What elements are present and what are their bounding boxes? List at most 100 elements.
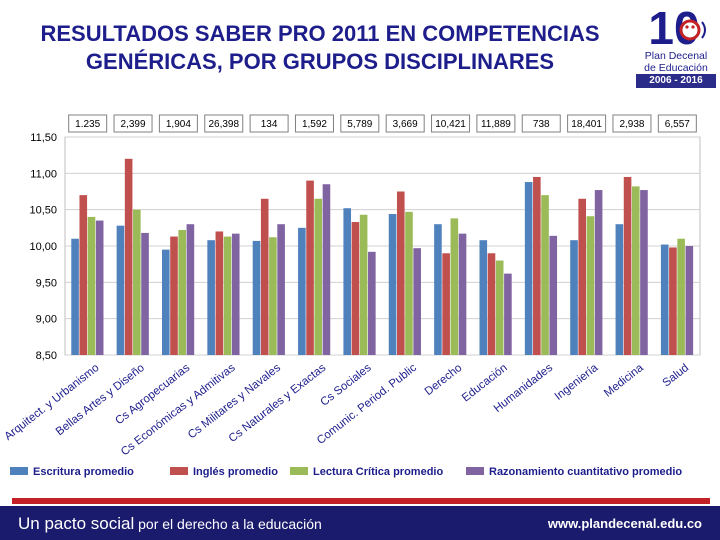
bar-lectura [495,260,504,355]
bar-ingles [215,231,224,355]
bar-lectura [223,236,232,355]
bar-razonamiento [322,184,331,355]
footer-bar: Un pacto social por el derecho a la educ… [0,506,720,540]
bar-razonamiento [413,248,421,355]
bar-lectura [87,216,96,355]
bar-razonamiento [141,232,149,355]
bar-razonamiento [594,190,603,355]
bar-escritura [298,227,306,355]
logo-line-2: de Educación [644,62,708,74]
bar-escritura [615,224,624,355]
count-label: 738 [533,119,550,130]
title-line-2: GENÉRICAS, POR GRUPOS DISCIPLINARES [85,49,555,74]
bar-lectura [405,211,413,355]
y-tick-label: 11,50 [30,132,57,144]
bar-lectura [586,216,595,355]
bar-ingles [487,253,496,355]
bar-escritura [388,214,397,355]
bar-escritura [479,240,488,355]
count-label: 134 [261,119,278,130]
bar-escritura [570,240,578,355]
plan-decenal-logo: 10 Plan Decenal de Educación 2006 - 2016 [636,4,716,92]
bar-ingles [351,222,360,355]
bar-lectura [541,195,549,355]
bar-razonamiento [504,273,512,355]
count-label: 11,889 [481,119,511,130]
bar-ingles [79,195,88,355]
bar-ingles [306,180,314,355]
bar-lectura [631,186,640,355]
x-tick-label: Medicina [602,362,646,400]
bar-lectura [133,209,141,355]
bar-escritura [207,240,215,355]
bar-ingles [442,253,450,355]
accent-divider [12,498,710,504]
title-line-1: RESULTADOS SABER PRO 2011 EN COMPETENCIA… [40,21,600,46]
legend-razonamiento-label: Razonamiento cuantitativo promedio [489,466,682,478]
bar-ingles [260,198,269,355]
bar-lectura [178,230,186,355]
count-label: 1.235 [75,119,100,130]
y-tick-label: 10,50 [29,205,57,217]
count-label-box [68,114,108,133]
legend-lectura-swatch [290,467,308,475]
x-tick-label: Ingeniería [553,362,601,403]
y-tick-label: 10,00 [29,241,57,253]
count-label: 10,421 [435,119,466,130]
x-tick-label: Bellas Artes y Diseño [54,362,147,438]
y-tick-label: 9,50 [36,277,57,289]
bar-ingles [396,191,405,355]
count-label: 26,398 [208,119,239,130]
bar-lectura [359,214,368,355]
legend-ingles-swatch [170,467,188,475]
legend-escritura-swatch [10,467,28,475]
bar-ingles [170,236,178,355]
count-label-box [612,114,652,133]
bar-escritura [434,224,442,355]
footer-slogan-rest: por el derecho a la educación [134,516,322,532]
bar-escritura [71,238,79,355]
count-label: 1,904 [166,119,191,130]
count-label: 5,789 [347,119,372,130]
legend-razonamiento-swatch [466,467,484,475]
count-label: 2,938 [619,119,644,130]
count-label-box [567,114,607,133]
count-label: 1,592 [302,119,327,130]
bar-razonamiento [640,190,648,355]
bar-razonamiento [277,224,285,355]
bar-ingles [124,158,133,355]
bar-escritura [343,208,352,355]
count-label: 3,669 [393,119,418,130]
bar-ingles [533,176,541,355]
bar-razonamiento [368,251,376,355]
footer-slogan-bold: Un pacto social [18,514,135,533]
y-tick-label: 8,50 [36,350,57,362]
logo-smile-icon [679,19,701,41]
bar-razonamiento [458,233,467,355]
count-label-box [476,114,516,133]
y-tick-label: 11,00 [30,168,57,180]
legend-ingles-label: Inglés promedio [193,466,278,478]
bar-ingles [669,247,677,355]
footer-slogan: Un pacto social por el derecho a la educ… [18,514,322,534]
legend-escritura-label: Escritura promedio [33,466,134,478]
count-label: 6,557 [665,119,690,130]
bar-lectura [269,237,277,355]
count-label-box [385,114,425,133]
count-label-box [204,114,244,133]
x-tick-label: Derecho [423,362,465,398]
bar-chart: 11,5011,0010,5010,009,509,008,501.235Arq… [2,114,701,478]
bar-escritura [524,182,533,355]
y-tick-label: 9,00 [36,314,57,326]
bar-razonamiento [95,220,104,355]
count-label-box [113,114,153,133]
bar-razonamiento [231,233,240,355]
x-tick-label: Salud [661,362,692,390]
bar-lectura [314,198,323,355]
bar-escritura [252,240,261,355]
legend-lectura-label: Lectura Crítica promedio [313,466,443,478]
logo-number-graphic: 10 [648,4,706,50]
footer-url[interactable]: www.plandecenal.edu.co [547,516,702,531]
count-label: 2,399 [121,119,146,130]
bar-escritura [660,244,669,355]
